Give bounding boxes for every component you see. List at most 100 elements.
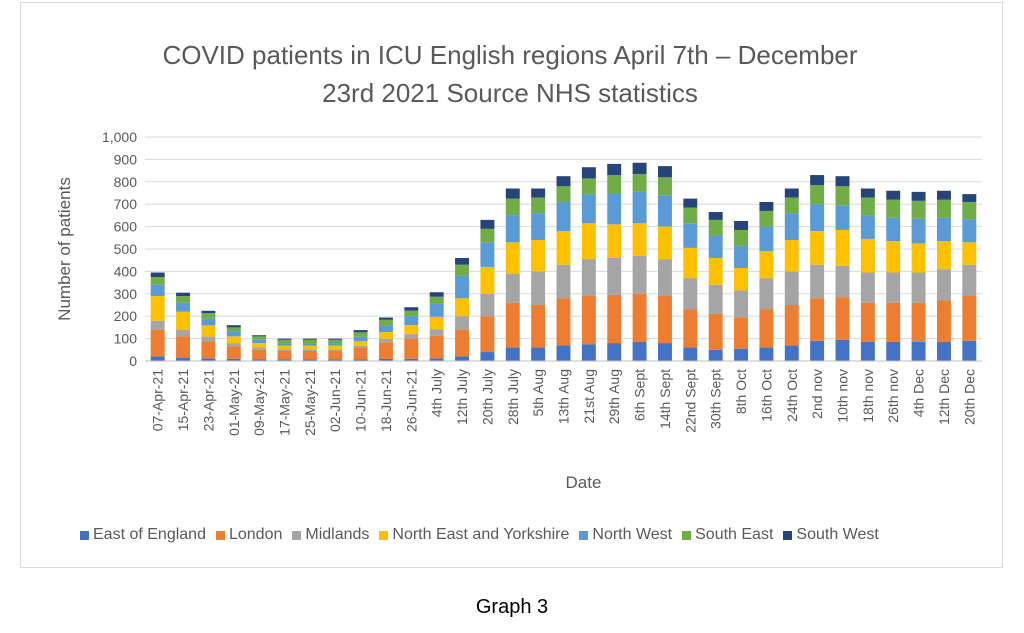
bar-segment <box>886 272 901 303</box>
bar-segment <box>886 341 901 361</box>
bar-segment <box>531 197 546 214</box>
bar-segment <box>708 235 723 258</box>
bar-segment <box>378 332 393 339</box>
x-tick-label: 01-May-21 <box>226 369 242 436</box>
bar-segment <box>835 339 850 361</box>
bar-segment <box>277 338 292 340</box>
bar-segment <box>911 191 926 201</box>
legend-label: South West <box>796 526 879 543</box>
legend-swatch <box>215 530 225 540</box>
bar-segment <box>734 268 749 291</box>
bar-segment <box>581 194 596 224</box>
bar-segment <box>404 334 419 339</box>
bar-segment <box>328 339 343 344</box>
bar-segment <box>226 358 241 361</box>
bar-segment <box>176 336 191 358</box>
bar-segment <box>176 292 191 297</box>
x-tick-label: 20th July <box>479 369 495 425</box>
bar-segment <box>556 201 571 232</box>
x-tick-label: 4th July <box>429 369 445 417</box>
bar-segment <box>835 186 850 206</box>
bar-segment <box>683 347 698 361</box>
bar-segment <box>607 175 622 193</box>
bar-segment <box>759 210 774 227</box>
bar-segment <box>150 272 165 277</box>
bar-segment <box>226 327 241 332</box>
bar-segment <box>734 245 749 269</box>
bar-segment <box>835 229 850 266</box>
bar-segment <box>810 175 825 186</box>
bar-segment <box>936 341 951 361</box>
x-tick-label: 10th nov <box>835 369 851 423</box>
x-tick-label: 22nd Sept <box>682 369 698 433</box>
bar-segment <box>962 264 977 297</box>
bar-segment <box>480 219 495 229</box>
bar-segment <box>936 269 951 301</box>
bar-segment <box>176 296 191 303</box>
figure-caption: Graph 3 <box>475 596 549 618</box>
bar-segment <box>252 349 267 360</box>
chart-title-line-2: 23rd 2021 Source NHS statistics <box>322 78 698 108</box>
x-tick-label: 02-Jun-21 <box>327 369 343 432</box>
x-tick-label: 2nd nov <box>809 369 825 419</box>
bar-segment <box>455 264 470 276</box>
bar-segment <box>429 329 444 336</box>
bar-segment <box>201 325 216 337</box>
x-tick-label: 26th nov <box>885 369 901 423</box>
bar-segment <box>734 221 749 230</box>
bar-segment <box>936 199 951 218</box>
bar-segment <box>378 358 393 361</box>
bar-segment <box>328 359 343 361</box>
bar-segment <box>353 345 368 349</box>
bar-segment <box>810 340 825 361</box>
legend-swatch <box>292 530 302 540</box>
bar-segment <box>962 242 977 265</box>
bar-segment <box>936 190 951 200</box>
bar-segment <box>531 305 546 348</box>
legend-label: London <box>228 526 283 543</box>
x-tick-label: 4th Dec <box>911 369 927 417</box>
legend-swatch <box>682 530 692 540</box>
bar-segment <box>784 240 799 272</box>
bar-segment <box>784 271 799 305</box>
bar-segment <box>480 242 495 267</box>
bar-segment <box>759 201 774 211</box>
bar-segment <box>657 177 672 196</box>
bar-segment <box>911 302 926 342</box>
bar-segment <box>150 329 165 357</box>
bar-segment <box>683 207 698 224</box>
y-tick-label: 500 <box>114 241 138 257</box>
bar-segment <box>759 309 774 348</box>
bar-segment <box>378 325 393 333</box>
bar-segment <box>328 343 343 346</box>
y-tick-label: 300 <box>114 286 138 302</box>
bar-segment <box>734 290 749 318</box>
bar-segment <box>759 226 774 252</box>
bar-segment <box>277 350 292 360</box>
bar-segment <box>201 310 216 314</box>
y-tick-label: 100 <box>114 331 138 347</box>
bar-segment <box>353 359 368 361</box>
x-tick-label: 14th Sept <box>657 369 673 429</box>
bar-segment <box>556 345 571 361</box>
bar-segment <box>455 356 470 361</box>
bar-segment <box>936 241 951 270</box>
x-tick-label: 18-Jun-21 <box>378 369 394 432</box>
bar-segment <box>911 272 926 303</box>
bar-segment <box>480 266 495 294</box>
bar-segment <box>835 297 850 340</box>
bar-segment <box>708 349 723 361</box>
bar-segment <box>962 194 977 202</box>
bar-segment <box>531 271 546 305</box>
bar-segment <box>302 343 317 346</box>
x-tick-label: 28th July <box>505 369 521 425</box>
bar-segment <box>404 358 419 361</box>
bar-segment <box>759 347 774 361</box>
bar-segment <box>860 197 875 216</box>
x-tick-label: 17-May-21 <box>277 369 293 436</box>
x-tick-label: 24th Oct <box>784 369 800 422</box>
legend-label: Midlands <box>305 526 370 543</box>
legend-label: North East and Yorkshire <box>392 526 570 543</box>
bar-segment <box>911 243 926 273</box>
bar-segment <box>683 278 698 310</box>
